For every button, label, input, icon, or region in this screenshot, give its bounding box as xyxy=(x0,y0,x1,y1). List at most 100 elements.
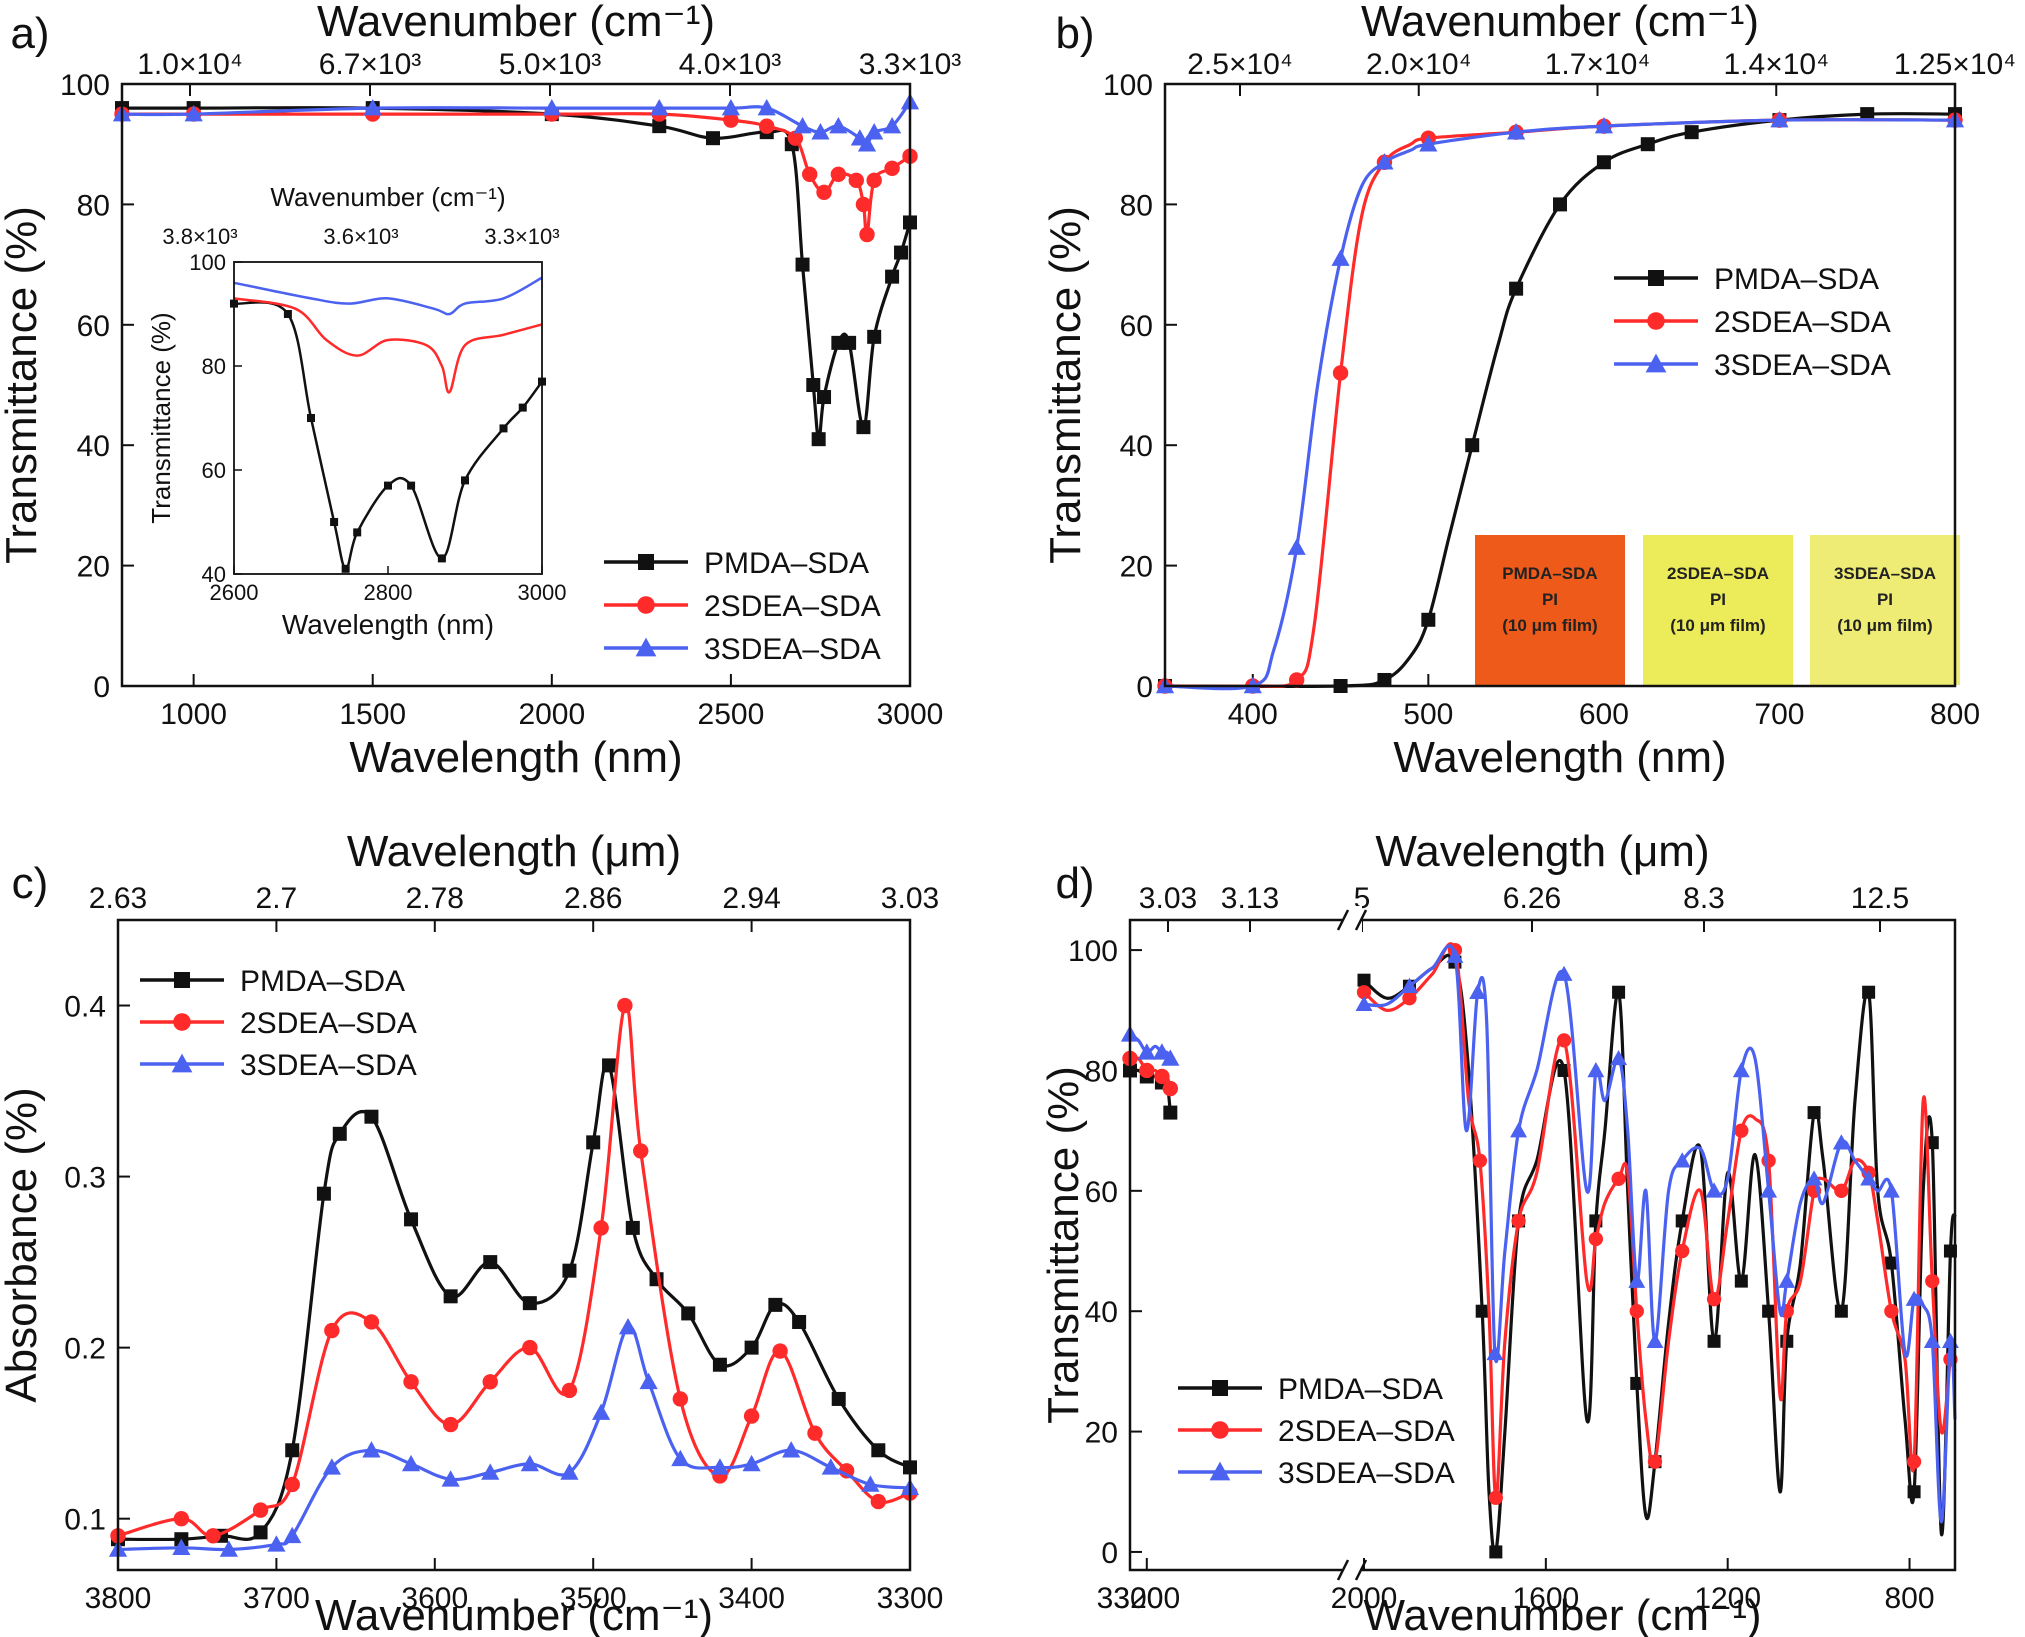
panel-c-data-point xyxy=(316,1186,331,1201)
panel-d-series-line-right-1 xyxy=(1362,953,1957,1556)
panel-a-legend-marker xyxy=(637,596,655,614)
panel-d-data-point xyxy=(1732,1062,1750,1078)
panel-c-data-point xyxy=(401,1454,421,1472)
panel-d-data-point xyxy=(1925,1273,1940,1289)
panel-b-film-thickness: (10 μm film) xyxy=(1502,616,1597,635)
panel-b-series-line-3 xyxy=(1164,118,1956,691)
panel-b-data-point xyxy=(1509,281,1524,296)
panel-d-top-tick-label: 3.03 xyxy=(1139,882,1197,915)
panel-d-data-point xyxy=(1707,1334,1721,1348)
panel-d-y-tick-label: 0 xyxy=(1101,1537,1118,1570)
panel-a-inset-x-tick-label: 3000 xyxy=(518,580,567,605)
panel-c-legend-marker xyxy=(171,1053,193,1073)
panel-a-top-tick-label: 3.3×10³ xyxy=(859,48,962,81)
panel-b-data-point xyxy=(1640,137,1655,152)
panel-a-data-point xyxy=(859,226,875,243)
panel-d-data-point xyxy=(1137,1043,1156,1060)
panel-b-film-type: PI xyxy=(1542,590,1558,609)
panel-d-data-point xyxy=(1510,1122,1528,1138)
panel-a-inset-top-tick-label: 3.3×10³ xyxy=(484,224,559,249)
panel-d-data-point xyxy=(1139,1062,1155,1079)
panel-b-film-photo xyxy=(1810,535,1960,685)
panel-a-data-point xyxy=(830,166,847,182)
panel-a-data-point xyxy=(866,172,882,189)
panel-c-x-tick-label: 3500 xyxy=(560,1582,627,1615)
panel-c-top-tick-label: 2.94 xyxy=(722,882,780,915)
panel-a-data-point xyxy=(802,166,818,182)
panel-a-inset-y-tick-label: 40 xyxy=(202,562,226,587)
panel-a-data-point xyxy=(787,130,804,146)
panel-d-axis-break-mark xyxy=(1354,909,1368,931)
panel-d-plot-frame xyxy=(1128,918,1957,1572)
panel-d-data-point xyxy=(1628,1272,1646,1288)
panel-b-data-point xyxy=(1596,155,1611,170)
panel-d-y-tick-label: 100 xyxy=(1068,935,1118,968)
panel-b-y-tick-label: 20 xyxy=(1120,551,1153,584)
panel-c-y-tick-label: 0.4 xyxy=(64,991,106,1024)
panel-a-inset: Wavenumber (cm⁻¹) 3.8×10³ 3.6×10³ 3.3×10³ 26… xyxy=(146,182,566,640)
panel-c-legend-marker xyxy=(174,972,190,988)
panel-d-data-point xyxy=(1778,1272,1796,1288)
panel-d-x-tick-label: 1600 xyxy=(1512,1582,1579,1615)
panel-a-label: a) xyxy=(10,9,49,58)
panel-d-legend-marker xyxy=(1212,1380,1228,1396)
panel-a-inset-data-point xyxy=(341,564,350,573)
panel-b-data-point xyxy=(1331,249,1350,266)
panel-a-data-point xyxy=(759,118,775,134)
panel-a-legend-marker xyxy=(638,554,654,570)
panel-d-data-point xyxy=(1882,1182,1900,1198)
panel-d-data-point xyxy=(1356,985,1372,1000)
panel-b-x-tick-label: 500 xyxy=(1403,698,1453,731)
panel-a-x-tick-label: 1000 xyxy=(160,698,227,731)
panel-b-x-tick-label: 400 xyxy=(1228,698,1278,731)
panel-a-data-point xyxy=(542,98,561,116)
panel-d-legend-marker xyxy=(1211,1421,1229,1439)
panel-a-y-tick-label: 60 xyxy=(77,310,110,343)
panel-a-inset-x-tick-label: 2800 xyxy=(364,580,413,605)
panel-c-data-point xyxy=(586,1135,601,1150)
panel-a-inset-x-tick-label: 2600 xyxy=(210,580,259,605)
panel-b-y-tick-label: 60 xyxy=(1120,310,1153,343)
panel-c-data-point xyxy=(618,1318,638,1335)
panel-c-data-point xyxy=(324,1322,340,1339)
panel-c-data-point xyxy=(520,1454,539,1472)
panel-d-x-tick-label: 1200 xyxy=(1694,1582,1761,1615)
panel-d-data-point xyxy=(1401,977,1418,993)
panel-d-data-point xyxy=(1673,1152,1691,1168)
panel-a-inset-data-point xyxy=(384,481,392,490)
panel-b-film-swatch: PMDA–SDA PI (10 μm film) xyxy=(1475,535,1625,685)
panel-c-data-point xyxy=(522,1339,538,1356)
panel-c-data-point xyxy=(482,1374,498,1390)
panel-d-data-point xyxy=(1587,1062,1605,1078)
panel-c-data-point xyxy=(285,1443,300,1458)
panel-d-top-tick-label: 12.5 xyxy=(1851,882,1909,915)
panel-c-data-point xyxy=(772,1343,788,1359)
panel-d-legend-marker xyxy=(1209,1461,1231,1481)
panel-a-data-point xyxy=(867,329,882,344)
panel-d-y-tick-label: 40 xyxy=(1085,1296,1118,1329)
panel-c-data-point xyxy=(633,1143,649,1159)
panel-c-data-point xyxy=(483,1255,498,1270)
panel-d-data-point xyxy=(1488,1490,1503,1505)
panel-c-y-tick-label: 0.3 xyxy=(64,1162,106,1195)
panel-d-data-point xyxy=(1884,1256,1898,1270)
panel-d-data-point xyxy=(1611,1171,1626,1186)
panel-c-legend-label: 3SDEA–SDA xyxy=(240,1049,417,1082)
panel-a-y-axis-title: Transmittance (%) xyxy=(0,206,46,564)
panel-a-top-tick-label: 6.7×10³ xyxy=(319,48,422,81)
panel-a-data-point xyxy=(650,98,669,116)
panel-c-data-point xyxy=(831,1391,846,1406)
panel-b-top-tick-label: 1.4×10⁴ xyxy=(1724,48,1829,81)
panel-d-data-point xyxy=(1163,1105,1178,1120)
panel-d-data-point xyxy=(1630,1376,1644,1390)
panel-c-x-tick-label: 3600 xyxy=(401,1582,468,1615)
panel-a-x-tick-label: 1500 xyxy=(339,698,406,731)
panel-a-y-tick-label: 40 xyxy=(77,430,110,463)
panel-b-data-point xyxy=(1288,672,1305,688)
panel-a-data-point xyxy=(793,117,812,134)
panel-b-data-point xyxy=(1553,197,1567,212)
panel-b-data-point xyxy=(1332,365,1349,381)
panel-a-x-tick-label: 3000 xyxy=(877,698,944,731)
panel-c-data-point xyxy=(173,1510,190,1527)
panel-b-data-point xyxy=(1287,538,1306,555)
